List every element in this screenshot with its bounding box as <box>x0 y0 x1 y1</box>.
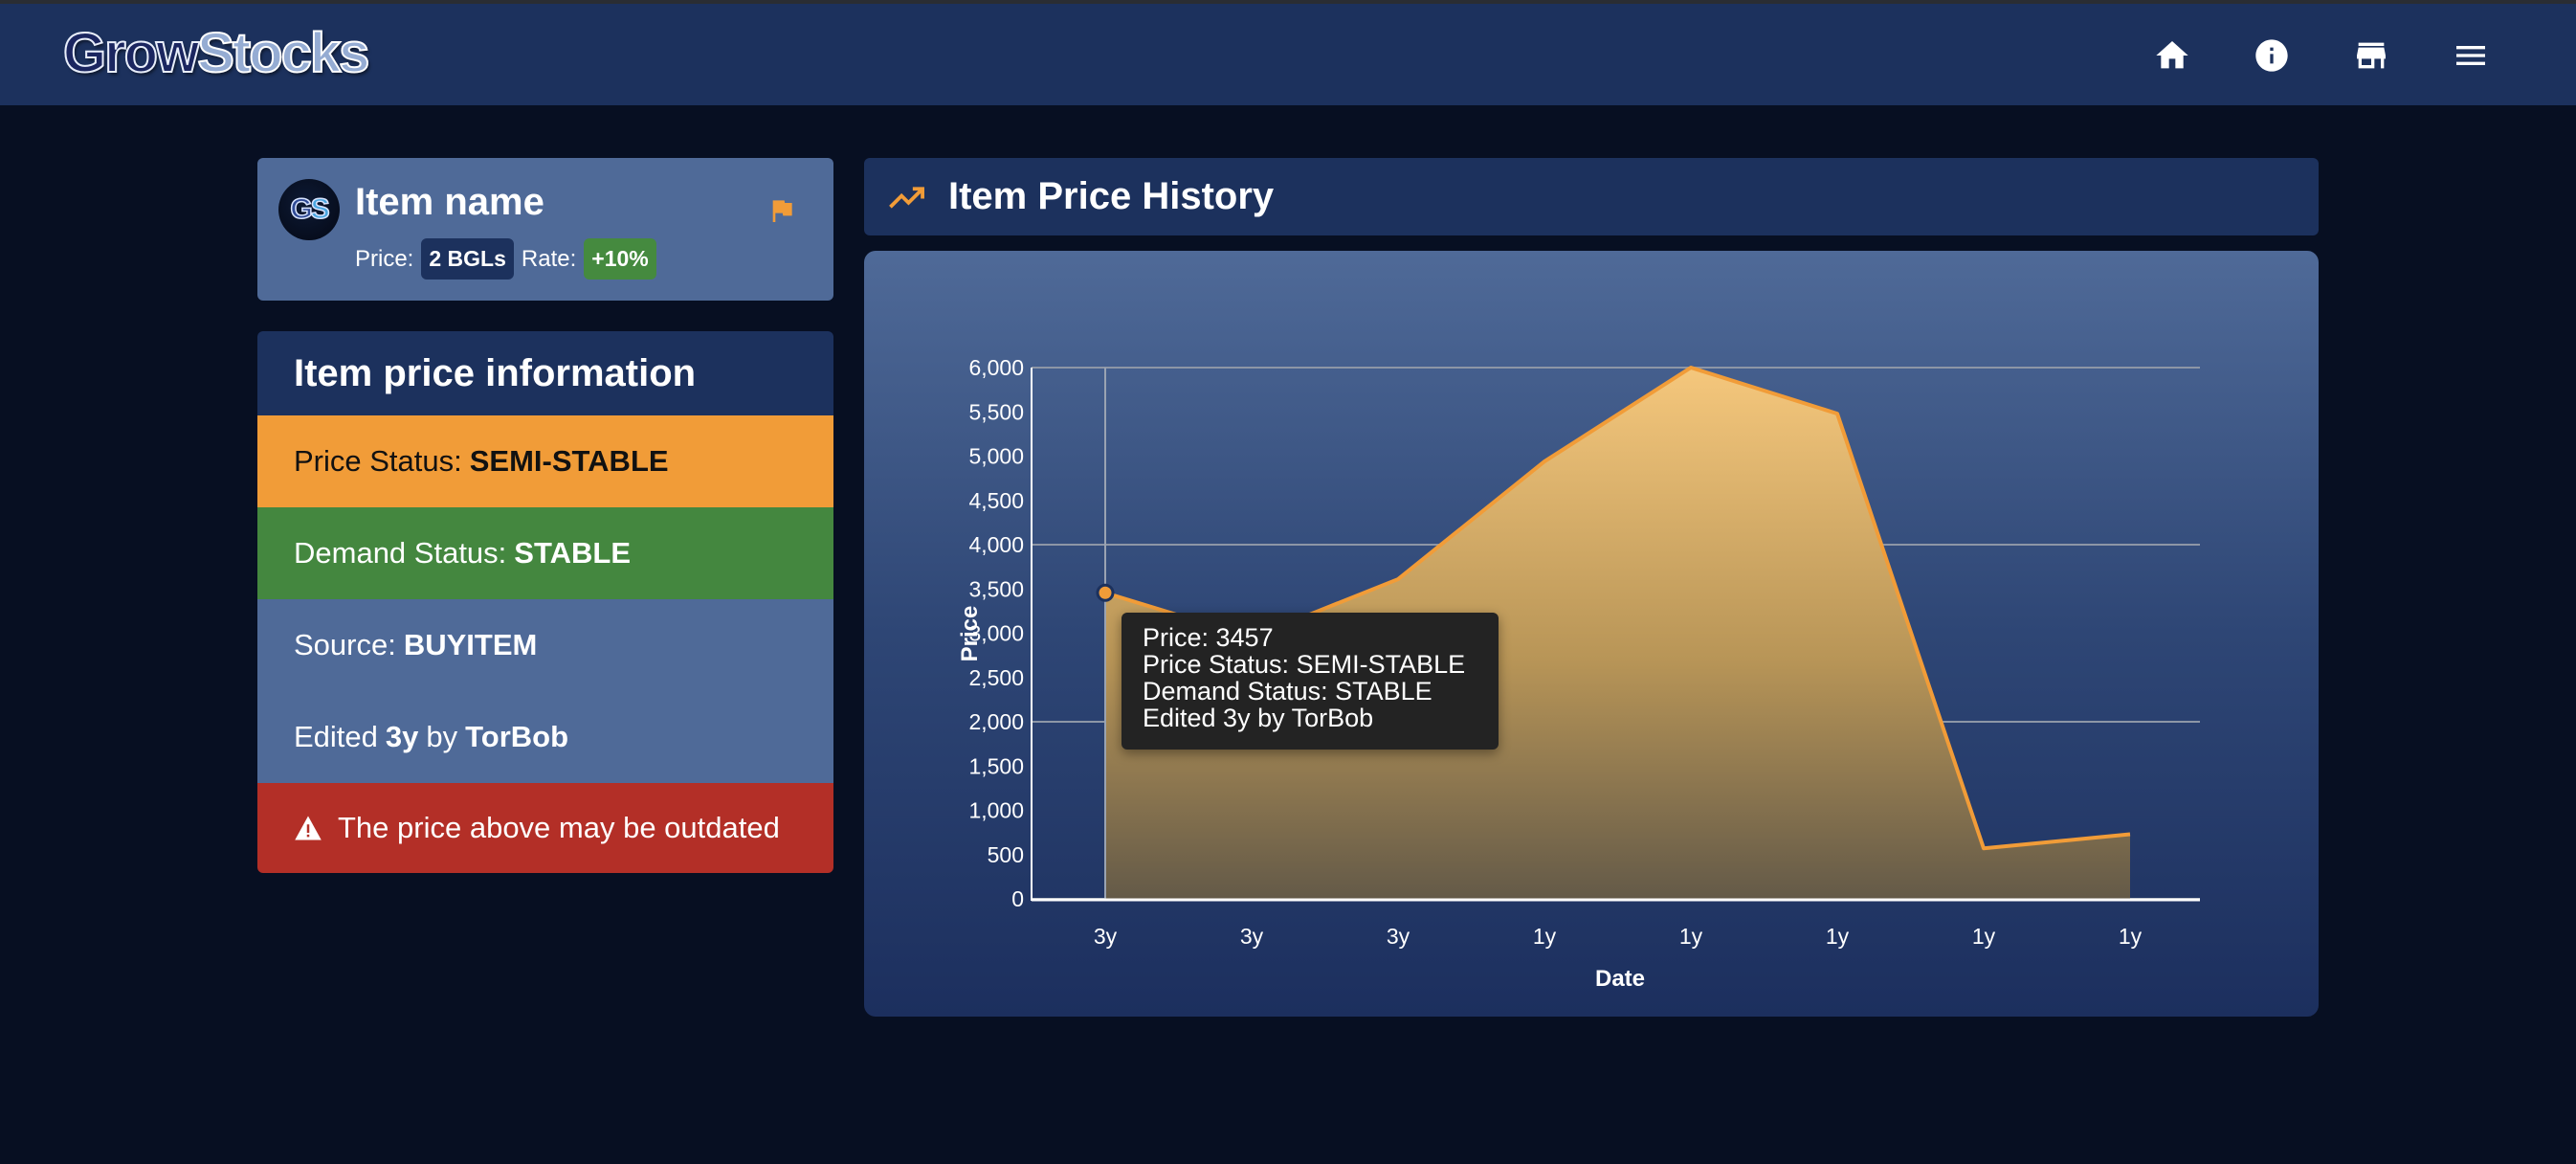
warning-text: The price above may be outdated <box>338 811 780 844</box>
menu-button[interactable] <box>2448 33 2494 78</box>
chart-title: Item Price History <box>948 175 1275 217</box>
brand-logo[interactable]: GrowStocks <box>62 21 370 85</box>
svg-text:2,000: 2,000 <box>968 709 1024 734</box>
price-status-row: Price Status: SEMI-STABLE <box>257 415 833 507</box>
avatar-letter-s: S <box>310 192 331 226</box>
source-row: Source: BUYITEM <box>257 599 833 691</box>
price-badge: 2 BGLs <box>421 238 514 280</box>
home-icon <box>2156 41 2188 69</box>
svg-text:5,500: 5,500 <box>968 399 1024 424</box>
avatar-letter-g: G <box>290 192 314 226</box>
svg-text:3,000: 3,000 <box>968 621 1024 646</box>
store-icon <box>2357 42 2386 69</box>
svg-text:Price: Price <box>957 606 983 662</box>
svg-text:1y: 1y <box>1972 924 1996 949</box>
tooltip-demand-status: Demand Status: STABLE <box>1143 677 1432 705</box>
svg-text:4,000: 4,000 <box>968 532 1024 557</box>
info-title: Item price information <box>257 331 833 415</box>
svg-text:1y: 1y <box>1826 924 1850 949</box>
svg-text:3y: 3y <box>1094 924 1118 949</box>
chart-tooltip: Price: 3457 Price Status: SEMI-STABLE De… <box>1121 613 1499 750</box>
demand-status-label: Demand Status: <box>294 536 507 570</box>
chart-header: Item Price History <box>864 158 2319 235</box>
edited-prefix: Edited <box>294 720 378 753</box>
demand-status-value: STABLE <box>514 536 631 570</box>
demand-status-row: Demand Status: STABLE <box>257 507 833 599</box>
svg-text:Date: Date <box>1595 966 1645 992</box>
svg-text:5,000: 5,000 <box>968 444 1024 469</box>
edited-row: Edited 3y by TorBob <box>257 691 833 783</box>
edited-time: 3y <box>385 720 419 753</box>
svg-text:1y: 1y <box>1679 924 1703 949</box>
edited-by: by <box>426 720 458 753</box>
source-value: BUYITEM <box>403 628 538 661</box>
chart-canvas[interactable]: 0 500 1,000 1,500 2,000 2,500 3,000 3,500 4,000 4… <box>864 251 2319 1017</box>
price-label: Price: <box>355 245 414 272</box>
svg-text:1,500: 1,500 <box>968 753 1024 778</box>
svg-text:1,000: 1,000 <box>968 798 1024 823</box>
svg-text:2,500: 2,500 <box>968 665 1024 690</box>
svg-text:0: 0 <box>1011 886 1024 911</box>
navbar: GrowStocks <box>0 4 2576 105</box>
price-row: Price: 2 BGLs Rate: +10% <box>355 238 664 280</box>
warning-icon <box>295 816 322 840</box>
store-button[interactable] <box>2348 33 2394 78</box>
price-status-value: SEMI-STABLE <box>469 444 669 478</box>
svg-text:3y: 3y <box>1387 924 1410 949</box>
tooltip-price-status: Price Status: SEMI-STABLE <box>1143 650 1466 679</box>
svg-text:500: 500 <box>988 842 1024 867</box>
svg-text:1y: 1y <box>1533 924 1557 949</box>
svg-text:3,500: 3,500 <box>968 576 1024 601</box>
item-price-info-card: Item price information Price Status: SEM… <box>257 331 833 873</box>
svg-text:1y: 1y <box>2119 924 2143 949</box>
home-button[interactable] <box>2149 33 2195 78</box>
rate-badge: +10% <box>584 238 656 280</box>
flag-icon[interactable] <box>766 194 797 227</box>
source-label: Source: <box>294 628 396 661</box>
price-history-chart[interactable]: 0 500 1,000 1,500 2,000 2,500 3,000 3,500 4,000 4… <box>864 251 2319 1017</box>
svg-text:4,500: 4,500 <box>968 488 1024 513</box>
brand-part-stocks: Stocks <box>196 21 370 85</box>
brand-part-grow: Grow <box>62 21 200 85</box>
svg-text:6,000: 6,000 <box>968 355 1024 380</box>
info-button[interactable] <box>2249 33 2295 78</box>
outdated-warning: The price above may be outdated <box>257 783 833 873</box>
tooltip-price: Price: 3457 <box>1143 623 1274 652</box>
window-top-edge <box>0 0 2576 4</box>
price-status-label: Price Status: <box>294 444 462 478</box>
menu-icon <box>2456 46 2485 65</box>
rate-label: Rate: <box>521 245 577 272</box>
edited-user: TorBob <box>465 720 569 753</box>
svg-text:3y: 3y <box>1240 924 1264 949</box>
item-name: Item name <box>355 181 544 223</box>
info-icon <box>2255 39 2288 72</box>
tooltip-edited: Edited 3y by TorBob <box>1143 704 1374 732</box>
trending-up-icon <box>889 186 924 209</box>
